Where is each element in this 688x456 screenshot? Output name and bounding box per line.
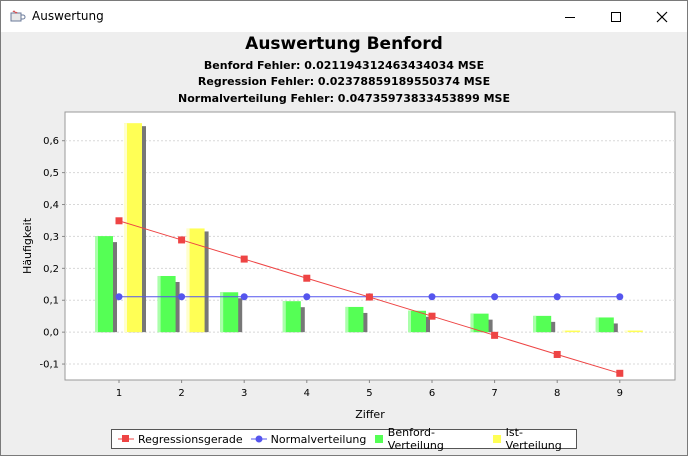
normal-point <box>428 293 436 301</box>
bar-layer <box>95 123 643 333</box>
ist-bar <box>124 123 142 333</box>
x-axis-ticks: 1 2 3 4 5 6 7 8 9 <box>116 380 623 399</box>
y-axis-ticks: -0,1 0,0 0,1 0,2 0,3 0,4 0,5 0,6 <box>39 136 65 371</box>
x-tick-label: 4 <box>304 388 310 399</box>
x-tick-label: 2 <box>178 388 184 399</box>
maximize-button[interactable] <box>593 1 639 32</box>
regression-point <box>553 350 561 358</box>
normal-point <box>240 293 248 301</box>
x-tick-label: 7 <box>491 388 497 399</box>
close-button[interactable] <box>639 1 685 32</box>
regression-point <box>428 312 436 320</box>
regression-point <box>303 274 311 282</box>
benford-bar-highlight <box>157 275 161 333</box>
normal-point <box>115 293 123 301</box>
minimize-button[interactable] <box>547 1 593 32</box>
y-tick-label: 0,5 <box>43 168 59 179</box>
legend-label-normal: Normalverteilung <box>270 432 367 446</box>
benford-bar <box>408 310 426 333</box>
benford-bar <box>533 315 552 333</box>
legend-item-regression: Regressionsgerade <box>118 433 243 446</box>
benford-bar <box>282 301 301 333</box>
regression-point <box>365 293 373 301</box>
x-tick-label: 9 <box>617 388 623 399</box>
benford-bar <box>470 313 489 333</box>
regression-point <box>491 331 499 339</box>
regression-point <box>115 217 123 225</box>
line-layer <box>115 217 624 377</box>
ist-legend-icon <box>493 435 502 443</box>
chart-legend: Regressionsgerade Normalverteilung Benfo… <box>111 426 577 452</box>
regression-error-label: Regression Fehler: 0.02378859189550374 M… <box>197 75 491 88</box>
legend-label-benford: Benford-Verteilung <box>387 426 444 452</box>
x-tick-label: 5 <box>366 388 372 399</box>
legend-item-benford: Benford-Verteilung <box>374 426 484 452</box>
legend-item-ist: Ist-Verteilung <box>492 426 574 452</box>
legend-label-regression: Regressionsgerade <box>138 432 243 446</box>
benford-bar-highlight <box>533 315 537 333</box>
benford-bar-highlight <box>345 306 349 333</box>
benford-bar-highlight <box>595 317 599 333</box>
plot-area <box>64 111 676 381</box>
benford-bar-highlight <box>282 301 286 333</box>
regression-point <box>616 369 624 377</box>
benford-bar-highlight <box>95 236 98 333</box>
normal-point <box>303 293 311 301</box>
ist-bar <box>624 330 643 333</box>
ist-bar <box>562 330 581 333</box>
normal-error-label: Normalverteilung Fehler: 0.0473597383345… <box>178 92 510 105</box>
benford-bar <box>345 306 364 333</box>
benford-bar-highlight <box>408 310 411 333</box>
normal-point <box>553 293 561 301</box>
legend-item-normal: Normalverteilung <box>250 432 367 446</box>
normal-legend-icon <box>250 435 267 443</box>
minimize-icon <box>565 16 575 18</box>
benford-bar-highlight <box>220 292 224 333</box>
benford-bar <box>595 317 614 333</box>
benford-bar-highlight <box>470 313 474 333</box>
x-tick-label: 1 <box>116 388 122 399</box>
benford-bar <box>157 275 176 333</box>
normal-point <box>616 293 624 301</box>
regression-point <box>240 255 248 263</box>
y-tick-label: 0,3 <box>43 232 59 243</box>
y-tick-label: 0,6 <box>43 136 59 147</box>
regression-legend-icon <box>118 435 134 442</box>
benford-bar <box>95 236 113 333</box>
java-cup-icon <box>10 10 26 22</box>
y-tick-label: -0,1 <box>39 360 59 371</box>
y-tick-label: 0,1 <box>43 296 59 307</box>
ist-bar-highlight <box>124 123 127 333</box>
title-bar[interactable]: Auswertung <box>1 1 687 32</box>
benford-error-label: Benford Fehler: 0.021194312463434034 MSE <box>203 59 485 72</box>
grid-lines <box>65 140 675 365</box>
chart-title: Auswertung Benford <box>245 34 443 54</box>
window-title: Auswertung <box>32 9 104 23</box>
x-tick-label: 3 <box>241 388 247 399</box>
ist-bar-highlight <box>624 330 628 333</box>
y-axis-label: Häufigkeit <box>21 217 34 274</box>
x-tick-label: 8 <box>554 388 560 399</box>
maximize-icon <box>611 11 621 22</box>
ist-bar-highlight <box>562 330 566 333</box>
benford-chart: -0,1 0,0 0,1 0,2 0,3 0,4 0,5 0,6 1 2 3 4 5 6 7 8 9 Ziff… <box>21 111 676 421</box>
y-tick-label: 0,0 <box>43 328 59 339</box>
x-tick-label: 6 <box>429 388 435 399</box>
benford-legend-icon <box>375 435 384 443</box>
y-tick-label: 0,2 <box>43 264 59 275</box>
ist-bar-highlight <box>186 228 190 333</box>
ist-bar <box>186 228 205 333</box>
regression-point <box>178 236 186 244</box>
x-axis-label: Ziffer <box>355 408 385 421</box>
normal-point <box>178 293 186 301</box>
benford-bar <box>220 292 239 333</box>
legend-label-ist: Ist-Verteilung <box>505 426 562 452</box>
y-tick-label: 0,4 <box>43 200 59 211</box>
normal-point <box>491 293 499 301</box>
chart-panel: Auswertung Benford Benford Fehler: 0.021… <box>1 32 687 455</box>
close-icon <box>656 11 668 22</box>
